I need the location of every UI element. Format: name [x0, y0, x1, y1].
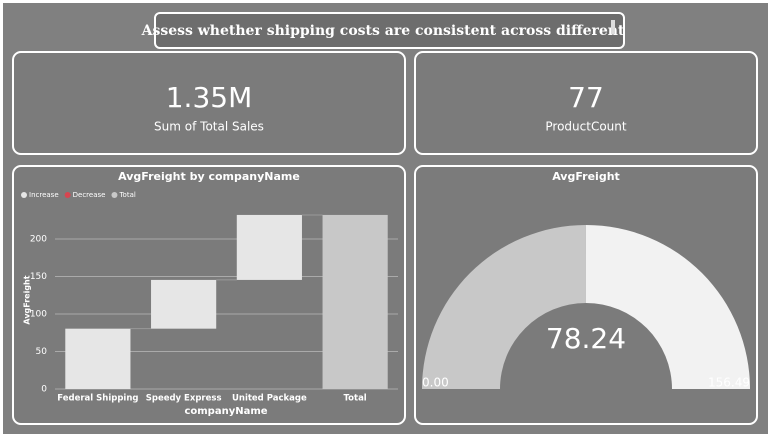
x-axis-title: companyName: [184, 406, 267, 417]
gauge-max-label: 156.49: [708, 376, 750, 390]
legend-label: Increase: [29, 191, 59, 199]
gauge-value: [422, 225, 586, 389]
card: [414, 51, 758, 155]
card-label: ProductCount: [545, 120, 626, 134]
y-axis-title: AvgFreight: [23, 275, 32, 324]
chart-title: AvgFreight by companyName: [118, 170, 300, 183]
legend-swatch: [21, 192, 27, 198]
y-tick-label: 100: [30, 310, 47, 320]
legend-swatch: [111, 192, 118, 198]
x-tick-label: United Package: [232, 394, 307, 404]
x-tick-label: Federal Shipping: [57, 394, 138, 404]
x-tick-label: Total: [344, 394, 367, 404]
y-tick-label: 150: [30, 272, 47, 282]
bar: [322, 214, 388, 389]
y-tick-label: 0: [41, 385, 47, 395]
scroll-handle: [611, 20, 615, 34]
card-label: Sum of Total Sales: [154, 120, 264, 134]
bar: [236, 214, 302, 280]
legend-label: Decrease: [73, 191, 106, 199]
bar: [151, 279, 217, 329]
page-title: Assess whether shipping costs are consis…: [141, 23, 625, 39]
chart-title: AvgFreight: [552, 170, 620, 183]
title-box: [154, 12, 625, 49]
gauge-track: [585, 225, 750, 389]
bar: [65, 328, 131, 389]
card: [12, 51, 406, 155]
card-value: 1.35M: [166, 81, 253, 114]
y-tick-label: 200: [30, 235, 47, 245]
legend-swatch: [64, 192, 71, 198]
legend-label: Total: [118, 191, 135, 199]
gauge-min-label: 0.00: [422, 376, 449, 390]
card-value: 77: [568, 81, 604, 114]
gauge-value-label: 78.24: [546, 322, 626, 355]
x-tick-label: Speedy Express: [146, 394, 222, 404]
y-tick-label: 50: [36, 347, 48, 357]
